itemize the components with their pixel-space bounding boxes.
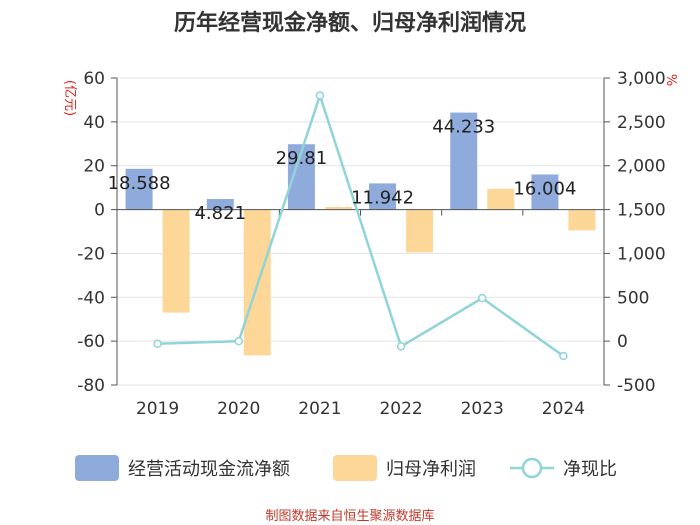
cashflow-data-label: 44.233: [432, 117, 495, 138]
ratio-point: [153, 339, 162, 349]
left-axis-unit: (亿元): [62, 80, 77, 116]
ratio-line: [153, 91, 568, 361]
bar-cashflow: [369, 183, 397, 210]
bar-net-profit: [406, 209, 434, 253]
y-left-tick-label: 40: [83, 113, 105, 133]
x-tick-label: 2020: [217, 399, 260, 419]
y-left-tick-label: -80: [77, 376, 105, 396]
source-note: 制图数据来自恒生聚源数据库: [265, 508, 434, 524]
y-right-tick-label: -500: [617, 376, 656, 396]
y-left-tick-label: -40: [77, 288, 105, 308]
legend-swatch-net-profit: [333, 455, 377, 481]
ratio-line-path: [157, 91, 565, 358]
cashflow-data-label: 4.821: [194, 203, 246, 224]
y-left-tick-label: 60: [83, 69, 105, 89]
legend-label-ratio: 净现比: [563, 459, 617, 480]
y-left-tick-label: -60: [77, 332, 105, 352]
x-tick-label: 2024: [542, 399, 585, 419]
y-right-tick-label: 1,500: [617, 201, 666, 221]
y-right-tick-label: 0: [617, 332, 628, 352]
bar-cashflow: [450, 112, 478, 210]
ratio-point: [315, 91, 325, 100]
y-right-tick-label: 2,500: [617, 113, 666, 133]
ratio-point: [478, 293, 487, 303]
cashflow-data-label: 29.81: [276, 148, 328, 169]
y-right-tick-label: 500: [617, 288, 649, 308]
axes: [111, 77, 610, 386]
bar-net-profit: [162, 209, 190, 313]
ratio-point: [234, 336, 243, 346]
bar-net-profit: [568, 209, 596, 231]
tick-labels: 60 40 20 0 -20 -40 -60 -80 3,000 2,500 2,000 1,500 1…: [77, 69, 665, 419]
right-axis-unit: %: [663, 74, 678, 86]
data-labels: 18.588 4.821 29.81 11.942 44.233 16.004: [108, 117, 577, 224]
y-right-tick-label: 2,000: [617, 157, 666, 177]
legend-item-net-profit[interactable]: 归母净利润: [333, 455, 476, 481]
y-left-tick-label: 0: [94, 201, 105, 221]
x-tick-label: 2019: [136, 399, 179, 419]
y-right-tick-label: 1,000: [617, 244, 666, 264]
y-right-tick-label: 3,000: [617, 69, 666, 89]
legend-marker-ratio: [521, 457, 543, 479]
bar-net-profit: [324, 206, 352, 210]
chart-title: 历年经营现金净额、归母净利润情况: [174, 10, 526, 36]
cashflow-data-label: 11.942: [351, 187, 414, 208]
y-left-tick-label: -20: [77, 244, 105, 264]
x-tick-label: 2023: [461, 399, 504, 419]
bar-cashflow: [531, 174, 559, 210]
cashflow-data-label: 18.588: [108, 173, 171, 194]
legend-label-net-profit: 归母净利润: [386, 459, 476, 480]
x-tick-label: 2022: [379, 399, 422, 419]
legend-label-cashflow: 经营活动现金流净额: [128, 459, 290, 480]
legend-swatch-cashflow: [75, 455, 119, 481]
bar-cashflow: [206, 198, 234, 210]
legend-item-cashflow[interactable]: 经营活动现金流净额: [75, 455, 290, 481]
legend-item-ratio[interactable]: 净现比: [510, 457, 617, 480]
bars: [125, 112, 596, 356]
x-tick-label: 2021: [298, 399, 341, 419]
bar-net-profit: [487, 188, 515, 210]
ratio-point: [559, 351, 568, 361]
bar-cashflow: [125, 168, 153, 210]
legend: 经营活动现金流净额 归母净利润 净现比: [75, 455, 617, 481]
y-left-tick-label: 20: [83, 157, 105, 177]
grid: [117, 77, 604, 386]
ratio-point: [396, 342, 406, 351]
cashflow-data-label: 16.004: [513, 178, 576, 199]
